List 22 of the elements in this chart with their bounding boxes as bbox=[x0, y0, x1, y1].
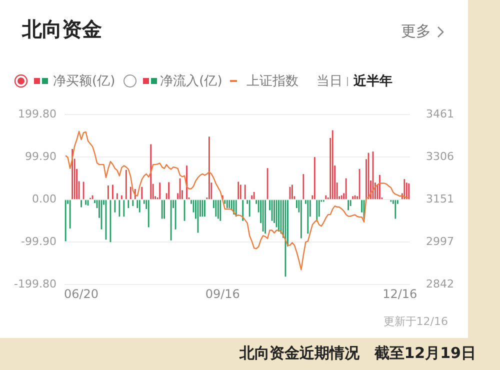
text: 净流入(亿) bbox=[160, 73, 222, 90]
x-tick-label: 09/16 bbox=[205, 286, 240, 301]
text: 近半年 bbox=[353, 73, 392, 90]
text: 更多 bbox=[401, 22, 431, 41]
legend-label: 净买额(亿) bbox=[53, 73, 116, 90]
text: 当日 bbox=[316, 73, 342, 90]
x-tick-label: 06/20 bbox=[64, 286, 99, 301]
y2-tick-label: 2997 bbox=[426, 234, 454, 248]
y-tick-label: 0.00 bbox=[32, 192, 56, 206]
legend-label: 上证指数 bbox=[246, 73, 298, 90]
y-tick-label: -99.90 bbox=[20, 234, 56, 248]
y2-tick-label: 2842 bbox=[426, 277, 454, 290]
y2-tick-label: 3461 bbox=[426, 107, 454, 120]
y2-tick-label: 3151 bbox=[426, 192, 454, 206]
text: 更新于12/16 bbox=[383, 314, 448, 329]
y-tick-label: -199.80 bbox=[14, 277, 56, 290]
chart-title: 北向资金 bbox=[22, 16, 102, 43]
y-tick-label: 99.90 bbox=[24, 150, 56, 163]
text: 北向资金近期情况 截至12月19日 bbox=[239, 344, 476, 363]
x-tick-label: 12/16 bbox=[382, 286, 418, 301]
y2-tick-label: 3306 bbox=[426, 150, 454, 164]
y-tick-label: 199.80 bbox=[18, 107, 56, 120]
